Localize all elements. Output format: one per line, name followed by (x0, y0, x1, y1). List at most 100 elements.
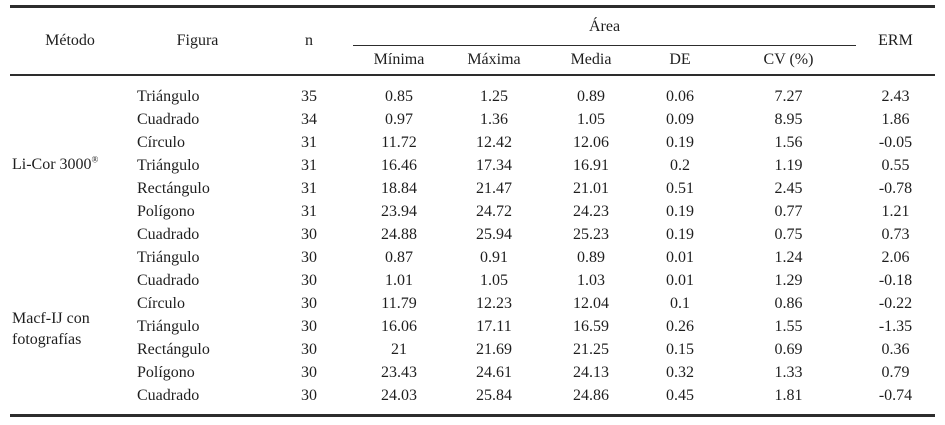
method-group-label: Macf-IJ con fotografías (12, 310, 90, 348)
cell-n: 31 (301, 156, 317, 174)
col-header-n: n (265, 6, 353, 76)
cell-maxima: 12.42 (476, 133, 512, 151)
cell-minima: 11.72 (381, 133, 417, 151)
cell-maxima: 25.84 (476, 386, 512, 404)
paper-table-page: Método Figura n Área ERM Mínima Máxima M… (0, 5, 945, 425)
cell-n: 30 (301, 294, 317, 312)
col-header-cv: CV (%) (721, 45, 856, 76)
cell-media: 24.23 (573, 202, 609, 220)
cell-media: 21.01 (573, 179, 609, 197)
cell-figura: Rectángulo (137, 340, 210, 358)
cell-de: 0.45 (666, 386, 694, 404)
cell-cv: 1.24 (774, 248, 803, 266)
cell-maxima: 24.61 (476, 363, 512, 381)
table-row: Círculo 30 11.79 12.23 12.04 0.1 0.86 -0.22 (10, 292, 935, 315)
cell-cv: 0.69 (774, 340, 803, 358)
cell-erm: -0.22 (878, 294, 913, 312)
header-row-sub: Mínima Máxima Media DE CV (%) (10, 45, 935, 76)
table-row: Polígono 30 23.43 24.61 24.13 0.32 1.33 0.79 (10, 361, 935, 384)
cell-erm: -0.74 (878, 386, 913, 404)
cell-minima: 24.03 (381, 386, 417, 404)
table-row: Polígono 31 23.94 24.72 24.23 0.19 0.77 1.21 (10, 200, 935, 223)
cell-cv: 1.33 (774, 363, 803, 381)
cell-n: 30 (301, 271, 317, 289)
cell-maxima: 17.34 (476, 156, 512, 174)
header-row-top: Método Figura n Área ERM (10, 6, 935, 76)
cell-erm: 2.06 (881, 248, 910, 266)
cell-media: 16.59 (573, 317, 609, 335)
cell-cv: 1.55 (774, 317, 803, 335)
cell-media: 21.25 (573, 340, 609, 358)
cell-minima: 23.94 (381, 202, 417, 220)
cell-maxima: 24.72 (476, 202, 512, 220)
cell-figura: Cuadrado (137, 271, 200, 289)
cell-minima: 21 (391, 340, 407, 358)
cell-minima: 23.43 (381, 363, 417, 381)
cell-media: 24.86 (573, 386, 609, 404)
cell-n: 31 (301, 179, 317, 197)
cell-erm: 1.21 (881, 202, 910, 220)
cell-minima: 16.46 (381, 156, 417, 174)
cell-erm: 0.36 (881, 340, 910, 358)
cell-cv: 1.19 (774, 156, 803, 174)
cell-maxima: 17.11 (476, 317, 512, 335)
cell-figura: Cuadrado (137, 110, 200, 128)
cell-erm: 0.73 (881, 225, 910, 243)
cell-cv: 7.27 (774, 87, 803, 105)
cell-de: 0.2 (670, 156, 690, 174)
cell-figura: Cuadrado (137, 386, 200, 404)
col-header-metodo: Método (10, 6, 130, 76)
cell-minima: 11.79 (381, 294, 417, 312)
table-row: Triángulo 31 16.46 17.34 16.91 0.2 1.19 0.55 (10, 154, 935, 177)
registered-trademark-mark: ® (91, 154, 99, 165)
cell-maxima: 0.91 (480, 248, 508, 266)
cell-minima: 0.97 (385, 110, 413, 128)
cell-figura: Polígono (137, 363, 195, 381)
cell-erm: 2.43 (881, 87, 910, 105)
cell-n: 30 (301, 317, 317, 335)
cell-minima: 0.87 (385, 248, 413, 266)
cell-media: 16.91 (573, 156, 609, 174)
cell-minima: 0.85 (385, 87, 413, 105)
table-row: Cuadrado 30 24.88 25.94 25.23 0.19 0.75 0.73 (10, 223, 935, 246)
cell-minima: 24.88 (381, 225, 417, 243)
cell-figura: Triángulo (137, 87, 200, 105)
cell-cv: 1.56 (774, 133, 803, 151)
cell-de: 0.51 (666, 179, 694, 197)
cell-de: 0.19 (666, 225, 694, 243)
col-header-de: DE (639, 45, 721, 76)
cell-figura: Círculo (137, 133, 185, 151)
col-header-erm: ERM (856, 6, 935, 76)
cell-n: 30 (301, 225, 317, 243)
cell-cv: 0.86 (774, 294, 803, 312)
cell-cv: 8.95 (774, 110, 803, 128)
cell-cv: 1.81 (774, 386, 803, 404)
cell-media: 25.23 (573, 225, 609, 243)
cell-media: 12.04 (573, 294, 609, 312)
cell-maxima: 21.69 (476, 340, 512, 358)
cell-maxima: 21.47 (476, 179, 512, 197)
cell-de: 0.19 (666, 202, 694, 220)
table-row: Li-Cor 3000® Triángulo 35 0.85 1.25 0.89 0.06 7… (10, 75, 935, 174)
cell-figura: Polígono (137, 202, 195, 220)
cell-media: 0.89 (577, 248, 605, 266)
cell-media: 12.06 (573, 133, 609, 151)
table-row: Cuadrado 30 24.03 25.84 24.86 0.45 1.81 -0.74 (10, 384, 935, 416)
cell-n: 30 (301, 248, 317, 266)
cell-figura: Cuadrado (137, 225, 200, 243)
table-body: Li-Cor 3000® Triángulo 35 0.85 1.25 0.89 0.06 7… (10, 75, 935, 416)
cell-n: 34 (301, 110, 317, 128)
cell-erm: -0.78 (878, 179, 913, 197)
col-header-area: Área (353, 6, 856, 46)
col-header-media: Media (543, 45, 639, 76)
cell-n: 30 (301, 386, 317, 404)
cell-figura: Triángulo (137, 156, 200, 174)
cell-n: 30 (301, 363, 317, 381)
cell-n: 35 (301, 87, 317, 105)
table-header: Método Figura n Área ERM Mínima Máxima M… (10, 6, 935, 76)
table-row: Rectángulo 30 21 21.69 21.25 0.15 0.69 0.36 (10, 338, 935, 361)
cell-maxima: 1.25 (480, 87, 508, 105)
cell-de: 0.1 (670, 294, 690, 312)
cell-cv: 0.75 (774, 225, 803, 243)
cell-n: 31 (301, 202, 317, 220)
